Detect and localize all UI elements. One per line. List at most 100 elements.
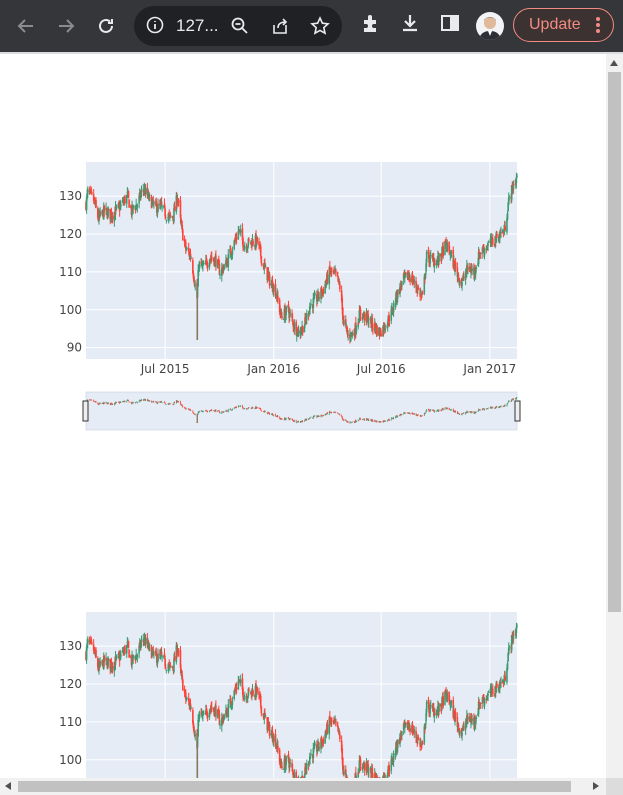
chart1-candle-body-184 xyxy=(237,230,240,240)
chart2-candle-body-418 xyxy=(430,704,432,706)
back-icon[interactable] xyxy=(10,10,42,42)
chart2-candle-body-515 xyxy=(510,634,513,651)
chart1-candle-body-400 xyxy=(415,288,418,289)
chart2-candle-body-146 xyxy=(205,708,208,711)
chart2-candle-body-280 xyxy=(316,749,319,752)
star-icon[interactable] xyxy=(310,16,330,40)
chart1-candle-body-228 xyxy=(272,285,275,293)
chart2-candle-body-307 xyxy=(338,731,341,734)
chart1-candle-body-237 xyxy=(280,311,283,317)
chart2-candle-body-14 xyxy=(97,658,99,668)
chart1-candle-body-451 xyxy=(457,275,460,277)
chart1-candle-body-25 xyxy=(105,208,108,210)
chart1-candle-body-224 xyxy=(270,283,273,286)
scrollbar-corner xyxy=(606,778,623,795)
chart1-candle-body-308 xyxy=(339,284,341,290)
extensions-icon[interactable] xyxy=(360,12,382,38)
update-button[interactable]: Update xyxy=(513,8,614,42)
chart2-candle-body-519 xyxy=(514,634,517,636)
chart1-candle-body-466 xyxy=(470,268,472,274)
chart1-candle-body-377 xyxy=(396,298,398,302)
scroll-left-icon[interactable] xyxy=(5,782,11,790)
chart2-candle-body-468 xyxy=(471,718,473,721)
scroll-up-icon[interactable] xyxy=(610,60,618,66)
chart1-candle-body-418 xyxy=(430,254,432,256)
vertical-scrollbar[interactable] xyxy=(606,54,623,778)
chart1-candle-body-268 xyxy=(306,313,308,320)
chart2-candle-body-137 xyxy=(197,719,200,721)
chart2-candle-body-266 xyxy=(304,767,307,770)
horizontal-scroll-thumb[interactable] xyxy=(18,781,571,792)
chart2-candle-body-190 xyxy=(242,688,244,698)
chart2-candle-body-192 xyxy=(243,696,246,700)
chart1-candle-body-463 xyxy=(467,266,469,270)
chart1-candle-body-122 xyxy=(185,249,188,251)
info-icon[interactable] xyxy=(146,16,164,38)
chart2-candle-body-163 xyxy=(219,724,221,726)
candlestick-chart-2[interactable]: 100 110 120 130 xyxy=(0,610,606,778)
chart2-candle-body-83 xyxy=(153,652,155,655)
chart2-candle-body-423 xyxy=(434,713,436,716)
chart1-candle-body-105 xyxy=(171,216,174,218)
chart2-candle-body-184 xyxy=(237,680,240,690)
chart2-candle-body-234 xyxy=(278,749,281,763)
chart1-candle-body-330 xyxy=(357,322,360,324)
chart1-candle-body-286 xyxy=(321,291,323,296)
share-icon[interactable] xyxy=(270,16,290,40)
chart1-candle-body-93 xyxy=(161,205,163,207)
chart2-candle-body-438 xyxy=(446,692,449,702)
download-icon[interactable] xyxy=(399,12,421,38)
chart2-candle-body-73 xyxy=(144,637,147,644)
chart1-candle-body-414 xyxy=(427,250,430,254)
avatar[interactable] xyxy=(476,12,504,40)
chart2-candle-body-304 xyxy=(336,721,339,727)
chart2-candle-body-88 xyxy=(157,653,159,662)
chart2-candle-body-444 xyxy=(452,699,455,718)
forward-icon[interactable] xyxy=(50,10,82,42)
chart2-candle-body-223 xyxy=(268,724,271,736)
scroll-right-icon[interactable] xyxy=(593,782,599,790)
chart1-candle-body-193 xyxy=(244,246,246,248)
more-icon[interactable] xyxy=(595,15,601,39)
chart1-candle-body-395 xyxy=(411,274,414,284)
chart1-candle-body-307 xyxy=(338,281,341,284)
chart2-candle-body-440 xyxy=(448,700,451,705)
chart1-candle-body-141 xyxy=(201,263,204,266)
reload-icon[interactable] xyxy=(90,10,122,42)
chart2-candle-body-90 xyxy=(159,653,162,657)
chart2-candle-body-301 xyxy=(333,721,336,723)
url-text[interactable]: 127... xyxy=(176,16,219,35)
chart2-candle-body-448 xyxy=(454,712,457,718)
chart1-candle-body-305 xyxy=(337,275,339,282)
chart2-candle-body-249 xyxy=(291,762,293,768)
chart1-candle-body-233 xyxy=(277,295,279,301)
chart2-candle-body-39 xyxy=(117,653,120,656)
chart1-candle-body-267 xyxy=(305,318,308,321)
chart2-candle-body-16 xyxy=(98,663,100,672)
chart2-candle-body-248 xyxy=(289,762,292,764)
chart1-candle-body-118 xyxy=(182,229,184,241)
chart2-candle-body-428 xyxy=(438,703,440,712)
address-bar[interactable]: 127... xyxy=(134,6,342,46)
candlestick-chart-1[interactable]: 90 100 110 120 130 Jul 2015 Jan 2016 Jul 2016 Ja… xyxy=(0,54,606,454)
chart1-candle-body-300 xyxy=(333,269,335,271)
horizontal-scrollbar[interactable] xyxy=(0,778,606,795)
chart1-candle-body-320 xyxy=(349,338,352,340)
chart1-candle-body-275 xyxy=(312,298,315,308)
chart2-candle-body-237 xyxy=(280,761,283,767)
chart1-candle-body-221 xyxy=(267,272,270,276)
chart1-candles xyxy=(85,172,518,344)
vertical-scroll-thumb[interactable] xyxy=(608,72,621,612)
chart2-candle-body-86 xyxy=(156,654,158,663)
zoom-icon[interactable] xyxy=(230,16,250,40)
side-panel-icon[interactable] xyxy=(439,12,461,38)
chart2-candle-body-264 xyxy=(303,776,306,778)
chart2-candle-body-233 xyxy=(277,745,279,751)
chart1-candle-body-508 xyxy=(504,225,506,231)
chart1-candle-body-428 xyxy=(438,253,440,262)
chart1-candle-body-403 xyxy=(417,288,420,290)
chart2-candle-body-273 xyxy=(310,753,312,755)
chart1-candle-body-180 xyxy=(233,240,236,242)
chart2-candle-body-282 xyxy=(317,741,320,748)
chart2-candle-body-177 xyxy=(231,703,233,707)
